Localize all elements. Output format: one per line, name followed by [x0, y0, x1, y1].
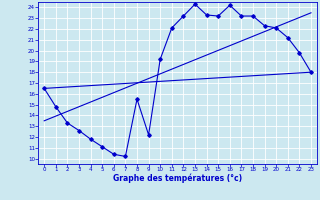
X-axis label: Graphe des températures (°c): Graphe des températures (°c) [113, 174, 242, 183]
